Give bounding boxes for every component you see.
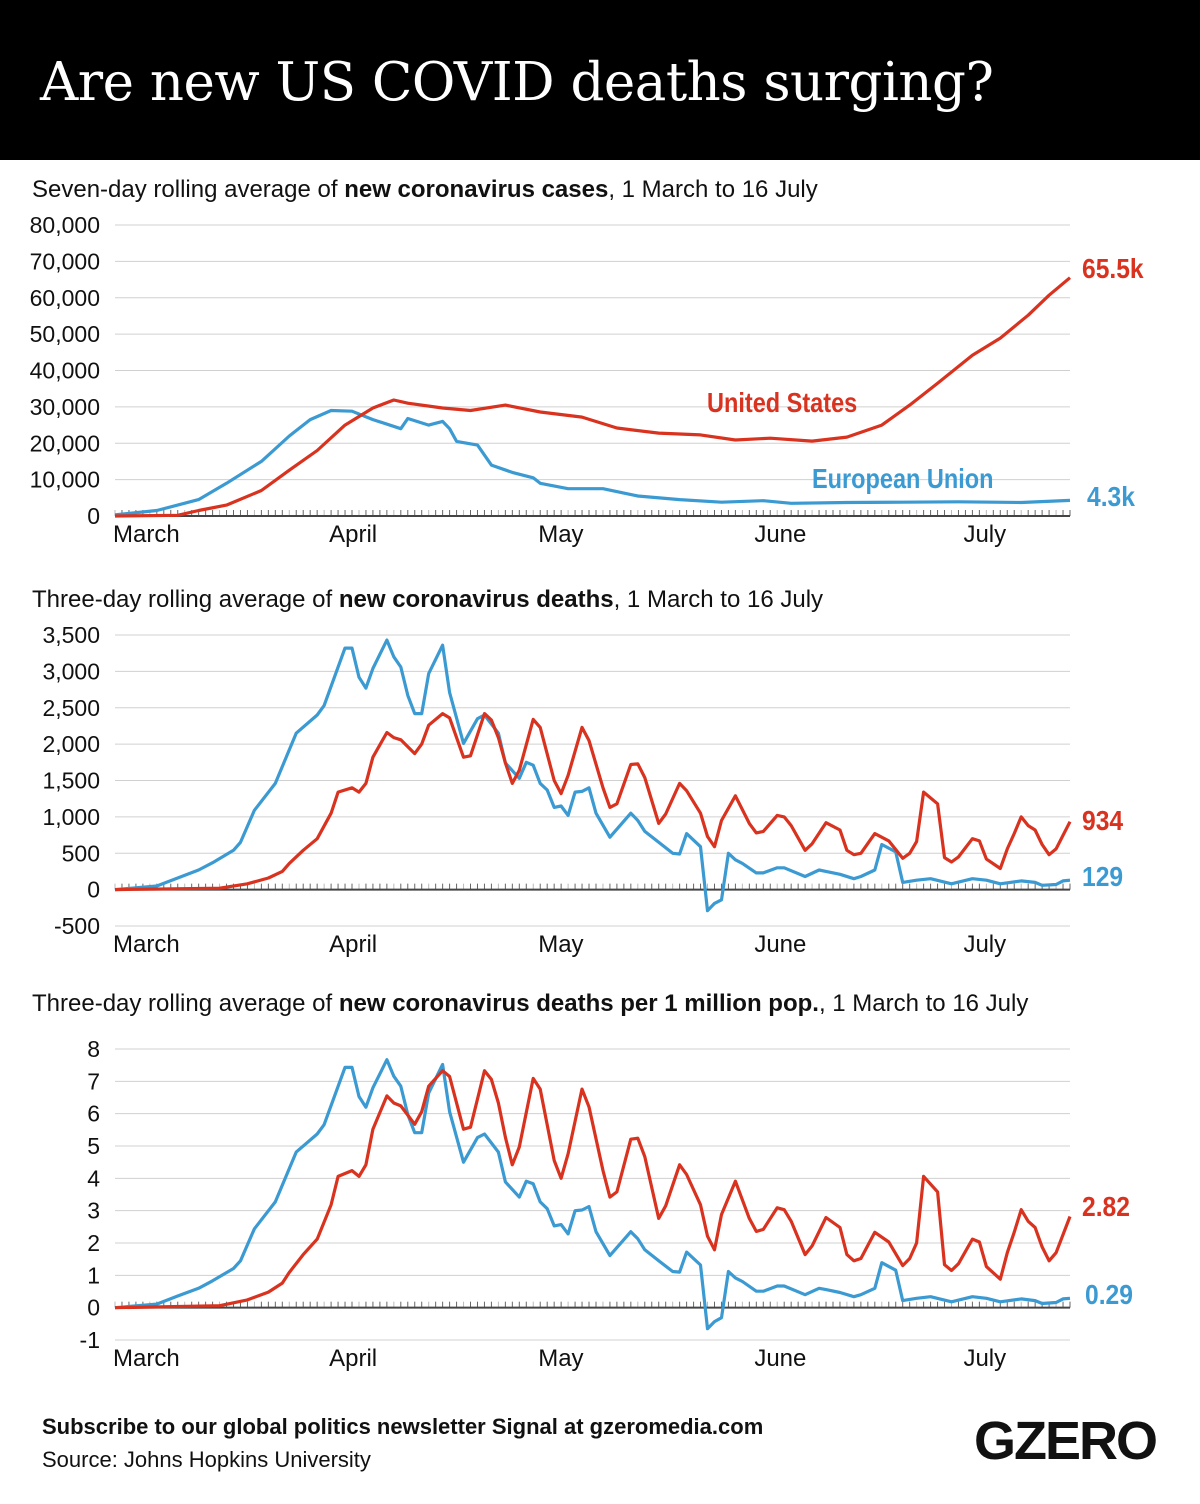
deaths-per-million-chart: -1 0 1 2 3 4 5 6 7 8 March April May June July 2.82 0.29 <box>80 1036 1133 1372</box>
y-tick-label: 7 <box>87 1068 100 1094</box>
x-tick-label: April <box>329 521 377 548</box>
y-tick-label: 6 <box>87 1101 100 1127</box>
series-line-european-union <box>114 1058 1071 1331</box>
y-tick-label: 50,000 <box>30 321 100 347</box>
x-tick-label: July <box>963 931 1006 958</box>
chart-2-subtitle: Three-day rolling average of new coronav… <box>32 586 823 614</box>
x-tick-label: May <box>538 931 583 958</box>
subtitle-text: , 1 March to 16 July <box>818 990 1029 1017</box>
y-tick-label: 2,000 <box>42 731 100 757</box>
x-tick-label: June <box>754 931 806 958</box>
page-title: Are new US COVID deaths surging? <box>40 52 994 113</box>
series-name-label: European Union <box>812 464 994 494</box>
header-banner: Are new US COVID deaths surging? <box>0 0 1200 160</box>
x-tick-label: June <box>754 1345 806 1372</box>
deaths-chart: -500 0 500 1,000 1,500 2,000 2,500 3,000 3,500 Ma… <box>42 622 1123 958</box>
y-tick-label: 1,000 <box>42 804 100 830</box>
y-tick-label: 30,000 <box>30 394 100 420</box>
x-tick-label: May <box>538 521 583 548</box>
x-tick-label: April <box>329 1345 377 1372</box>
y-tick-label: 5 <box>87 1133 100 1159</box>
subtitle-text: , 1 March to 16 July <box>613 586 824 613</box>
y-tick-label: 2 <box>87 1230 100 1256</box>
subtitle-text: , 1 March to 16 July <box>608 176 818 203</box>
y-tick-label: -500 <box>54 913 100 939</box>
end-value-label: 2.82 <box>1082 1191 1130 1223</box>
end-value-label: 65.5k <box>1082 253 1144 285</box>
end-value-label: 934 <box>1082 805 1123 837</box>
y-tick-label: 1 <box>87 1262 100 1288</box>
y-tick-label: 70,000 <box>30 248 100 274</box>
y-tick-label: 1,500 <box>42 768 100 794</box>
x-tick-label: March <box>113 521 180 548</box>
series-line-united-states <box>114 276 1072 518</box>
newsletter-cta[interactable]: Subscribe to our global politics newslet… <box>42 1414 764 1439</box>
x-tick-label: June <box>754 521 806 548</box>
series-line-european-union <box>114 638 1071 913</box>
x-tick-label: July <box>963 521 1006 548</box>
subtitle-bold: new coronavirus deaths <box>338 586 614 613</box>
y-tick-label: 3,000 <box>42 658 100 684</box>
x-tick-label: April <box>329 931 377 958</box>
y-tick-label: 80,000 <box>30 212 100 238</box>
y-tick-label: 3,500 <box>42 622 100 648</box>
y-tick-label: 20,000 <box>30 430 100 456</box>
y-tick-label: 10,000 <box>30 467 100 493</box>
subtitle-bold: new coronavirus cases <box>344 176 609 203</box>
subtitle-text: Three-day rolling average of <box>32 990 339 1017</box>
y-tick-label: -1 <box>80 1327 100 1353</box>
y-tick-label: 0 <box>87 877 100 903</box>
subtitle-text: Three-day rolling average of <box>32 586 339 613</box>
series-line-european-union <box>114 408 1071 517</box>
subtitle-text: Seven-day rolling average of <box>32 176 345 203</box>
y-tick-label: 0 <box>87 1295 100 1321</box>
source-note: Source: Johns Hopkins University <box>42 1447 371 1472</box>
x-tick-label: July <box>963 1345 1006 1372</box>
subtitle-bold: new coronavirus deaths per 1 million pop… <box>338 990 819 1017</box>
x-tick-label: March <box>113 931 180 958</box>
y-tick-label: 4 <box>87 1165 100 1191</box>
y-tick-label: 500 <box>62 840 100 866</box>
series-name-label: United States <box>707 388 857 418</box>
chart-1-subtitle: Seven-day rolling average of new coronav… <box>32 176 818 204</box>
x-tick-label: March <box>113 1345 180 1372</box>
y-tick-label: 0 <box>87 503 100 529</box>
y-tick-label: 2,500 <box>42 695 100 721</box>
chart-3-subtitle: Three-day rolling average of new coronav… <box>32 990 1028 1018</box>
y-tick-label: 40,000 <box>30 358 100 384</box>
end-value-label: 0.29 <box>1085 1279 1133 1311</box>
end-value-label: 4.3k <box>1087 481 1135 513</box>
y-tick-label: 3 <box>87 1198 100 1224</box>
y-tick-label: 60,000 <box>30 285 100 311</box>
series-line-united-states <box>114 1069 1072 1310</box>
y-tick-label: 8 <box>87 1036 100 1062</box>
gzero-logo: GZERO <box>974 1411 1158 1471</box>
x-tick-label: May <box>538 1345 583 1372</box>
series-line-united-states <box>114 712 1072 892</box>
end-value-label: 129 <box>1082 861 1123 893</box>
cases-chart: 0 10,000 20,000 30,000 40,000 50,000 60,000 70,… <box>30 212 1144 548</box>
